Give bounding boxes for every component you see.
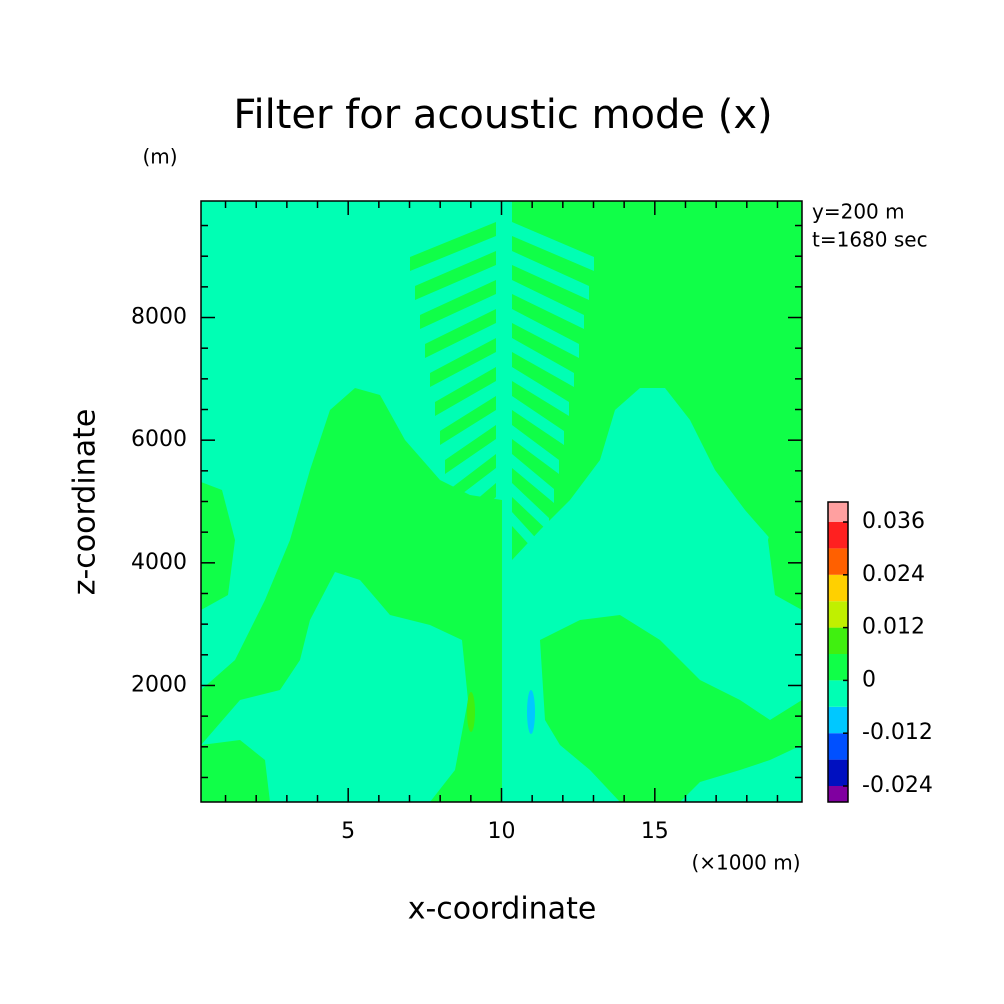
colorbar-box (828, 733, 848, 760)
contour-region (435, 367, 496, 416)
contour-region (502, 201, 512, 802)
colorbar-box (828, 522, 848, 549)
y-unit: (m) (142, 145, 177, 169)
contour-region (512, 309, 579, 358)
x-tick-label: 5 (341, 819, 355, 844)
chart-title: Filter for acoustic mode (x) (233, 92, 772, 138)
contour-region (512, 454, 554, 503)
colorbar-box (828, 680, 848, 707)
contour-region (201, 482, 235, 610)
annotation: y=200 m (812, 200, 905, 224)
y-tick-label: 8000 (131, 305, 187, 330)
y-axis-title: z-coordinate (68, 409, 103, 596)
colorbar-box (828, 706, 848, 734)
contour-region (512, 512, 544, 561)
axes: 5 10 15 2000 4000 6000 8000 (131, 201, 802, 844)
contour-region (410, 222, 496, 271)
contour-region (455, 483, 496, 532)
contour-region (425, 309, 496, 358)
colorbar-tick-label: 0.036 (862, 509, 925, 534)
contour-region (512, 222, 594, 271)
colorbar-tick-label: 0.012 (862, 615, 925, 640)
contour-region (768, 482, 802, 610)
colorbar-tick-label: 0.024 (862, 562, 925, 587)
x-tick-label: 15 (641, 819, 669, 844)
contour-region (512, 367, 569, 416)
colorbar-box (828, 654, 848, 681)
y-tick-label: 2000 (131, 672, 187, 697)
x-tick-label: 10 (488, 819, 516, 844)
colorbar-box (828, 759, 848, 786)
contour-region (527, 690, 535, 734)
contour-region (512, 251, 589, 300)
y-tick-label: 6000 (131, 427, 187, 452)
contour-region (201, 572, 468, 802)
contour-field (201, 201, 802, 802)
contour-region (430, 338, 496, 387)
colorbar-frame (827, 501, 849, 803)
contour-region (445, 425, 496, 474)
colorbar-tick-label: 0 (862, 667, 876, 692)
colorbar-box (828, 548, 848, 575)
y-tick-label: 4000 (131, 550, 187, 575)
x-unit: (×1000 m) (691, 851, 800, 875)
colorbar-tick-label: -0.024 (862, 773, 933, 798)
contour-region (540, 615, 802, 802)
contour-region (512, 338, 574, 387)
contour-region (467, 692, 475, 732)
contour-region (512, 280, 584, 329)
colorbar-tick-label: -0.012 (862, 720, 933, 745)
contour-region (460, 512, 496, 561)
contour-region (420, 280, 496, 329)
contour-region (512, 483, 549, 532)
contour-region (512, 396, 564, 445)
colorbar-box (828, 601, 848, 628)
colorbar-box (828, 786, 848, 802)
contour-region (450, 454, 496, 503)
contour-region (512, 425, 559, 474)
colorbar-box (828, 502, 848, 522)
contour-region (415, 251, 496, 300)
annotation: t=1680 sec (812, 228, 928, 252)
x-axis-title: x-coordinate (408, 892, 597, 927)
contour-region (440, 396, 496, 445)
colorbar-box (828, 574, 848, 602)
colorbar-box (828, 627, 848, 654)
colorbar: -0.024 -0.012 0 0.012 0.024 0.036 (827, 501, 933, 803)
